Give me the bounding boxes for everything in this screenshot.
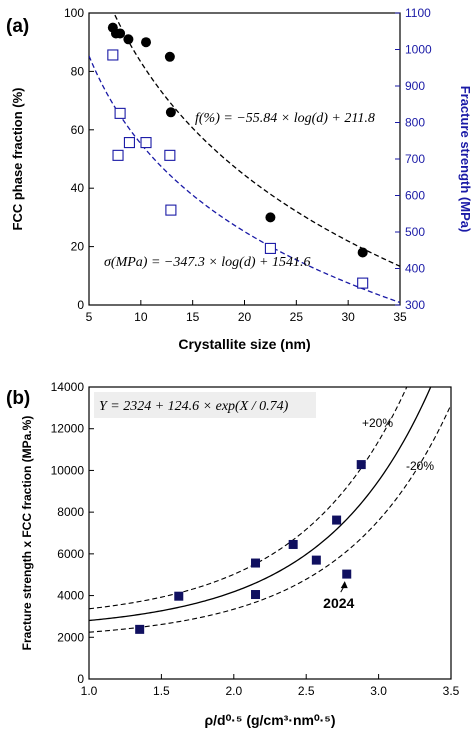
data-point — [174, 591, 184, 601]
panel-b-x-label: ρ/d⁰·⁵ (g/cm³·nm⁰·⁵) — [204, 712, 335, 728]
panel-a-x-tick-label: 20 — [238, 310, 252, 324]
panel-b-x-tick-label: 1.0 — [81, 684, 98, 698]
panel-b-y-axis: 0 2000 4000 6000 8000 10000 12000 14000 — [51, 380, 94, 686]
panel-a-y-label: FCC phase fraction (%) — [10, 87, 25, 230]
fcc-fraction-point — [165, 107, 176, 118]
panel-b-frame — [88, 386, 452, 680]
panel-a-x-tick-label: 30 — [341, 310, 355, 324]
panel-b-data-points — [135, 460, 366, 634]
panel-b-band-upper-label: +20% — [362, 416, 393, 430]
panel-b-fit-label-box — [94, 392, 316, 418]
panel-b-fit-curves — [89, 387, 451, 633]
fracture-strength-point — [264, 242, 276, 254]
annotation-arrowhead — [340, 581, 348, 589]
panel-b-x-tick-label: 3.0 — [370, 684, 387, 698]
fracture-strength-point — [123, 137, 135, 149]
panel-a-fit-label-fcc: f(%) = −55.84 × log(d) + 211.8 — [195, 111, 375, 126]
panel-a-x-tick-label: 35 — [393, 310, 407, 324]
fracture-strength-point — [114, 107, 126, 119]
data-point — [342, 569, 352, 579]
fcc-fraction-point — [141, 37, 152, 48]
panel-b-y-label: Fracture strength x FCC fraction (MPa.%) — [20, 416, 34, 651]
panel-b-y-tick-label: 4000 — [57, 589, 84, 603]
data-point — [332, 515, 342, 525]
fracture-strength-point — [357, 277, 369, 289]
panel-a-y-tick-label: 20 — [71, 240, 85, 254]
data-point — [311, 555, 321, 565]
panel-b-y-tick-label: 14000 — [51, 380, 85, 394]
panel-a-x-tick-label: 25 — [290, 310, 304, 324]
panel-b-band-lower-label: -20% — [406, 459, 434, 473]
panel-b-y-tick-label: 8000 — [57, 505, 84, 519]
panel-a-y2-tick-label: 900 — [405, 79, 425, 93]
exponential-fit-curve — [89, 387, 432, 622]
panel-a-fit-lines — [89, 14, 400, 304]
lower-band-curve — [89, 404, 451, 633]
panel-a-y2-tick-label: 800 — [405, 116, 425, 130]
strength-fit-line — [89, 55, 400, 304]
panel-a-y-tick-label: 40 — [71, 181, 85, 195]
data-point — [356, 460, 366, 470]
panel-a-y2-tick-label: 400 — [405, 262, 425, 276]
panel-a-x-tick-label: 10 — [134, 310, 148, 324]
fcc-fit-line — [114, 14, 400, 267]
panel-b-y-tick-label: 2000 — [57, 630, 84, 644]
panel-b-y-tick-label: 6000 — [57, 547, 84, 561]
panel-a-fit-label-strength: σ(MPa) = −347.3 × log(d) + 1541.6 — [104, 255, 310, 270]
panel-a-y2-tick-label: 600 — [405, 189, 425, 203]
fracture-strength-point — [112, 149, 124, 161]
panel-a-y-axis: 0 20 40 60 80 100 — [64, 6, 94, 312]
panel-a-y-tick-label: 60 — [71, 123, 85, 137]
panel-a-y2-tick-label: 300 — [405, 298, 425, 312]
fracture-strength-point — [165, 204, 177, 216]
data-point — [288, 539, 298, 549]
fcc-fraction-point — [265, 212, 276, 223]
fracture-strength-point — [164, 149, 176, 161]
panel-a-y2-tick-label: 700 — [405, 152, 425, 166]
fcc-fraction-point — [123, 34, 134, 45]
data-point — [251, 558, 261, 568]
panel-b-annotation: 2024 — [323, 581, 355, 611]
panel-b-fit-label: Y = 2324 + 124.6 × exp(X / 0.74) — [99, 399, 289, 414]
fcc-fraction-point — [115, 28, 126, 39]
panel-a-label: (a) — [6, 16, 29, 37]
panel-a-y2-tick-label: 1100 — [405, 6, 431, 20]
panel-b-x-tick-label: 1.5 — [153, 684, 170, 698]
panel-a-x-axis: 5 10 15 20 25 30 35 — [86, 300, 407, 324]
panel-b-y-tick-label: 0 — [77, 672, 84, 686]
fracture-strength-point — [140, 137, 152, 149]
fcc-fraction-point — [164, 51, 175, 62]
panel-a-x-tick-label: 5 — [86, 310, 93, 324]
panel-a: (a) 5 10 15 20 25 30 35 0 20 40 60 80 100 300 400 500… — [6, 6, 473, 352]
annotation-text: 2024 — [323, 595, 354, 611]
panel-a-data-points — [107, 22, 369, 289]
panel-a-y-tick-label: 80 — [71, 64, 85, 78]
panel-a-y-tick-label: 0 — [77, 298, 84, 312]
data-point — [135, 624, 145, 634]
panel-b-x-tick-label: 3.5 — [443, 684, 460, 698]
panel-b-label: (b) — [6, 388, 30, 409]
panel-a-y2-tick-label: 500 — [405, 225, 425, 239]
fcc-fraction-point — [357, 247, 368, 258]
panel-a-y2-axis: 300 400 500 600 700 800 900 1000 1100 — [395, 6, 432, 312]
panel-a-y-tick-label: 100 — [64, 6, 84, 20]
panel-b-x-tick-label: 2.0 — [225, 684, 242, 698]
panel-a-y2-tick-label: 1000 — [405, 43, 432, 57]
panel-b: (b) 1.0 1.5 2.0 2.5 3.0 3.5 0 2000 4000 6000 8000… — [6, 380, 460, 728]
panel-a-x-tick-label: 15 — [186, 310, 200, 324]
fracture-strength-point — [107, 49, 119, 61]
panel-b-y-tick-label: 12000 — [51, 422, 85, 436]
panel-b-y-tick-label: 10000 — [51, 463, 85, 477]
panel-b-x-tick-label: 2.5 — [298, 684, 315, 698]
panel-b-x-axis: 1.0 1.5 2.0 2.5 3.0 3.5 — [81, 674, 460, 698]
panel-a-x-label: Crystallite size (nm) — [178, 336, 310, 352]
panel-a-y2-label: Fracture strength (MPa) — [458, 86, 473, 233]
data-point — [251, 590, 261, 600]
